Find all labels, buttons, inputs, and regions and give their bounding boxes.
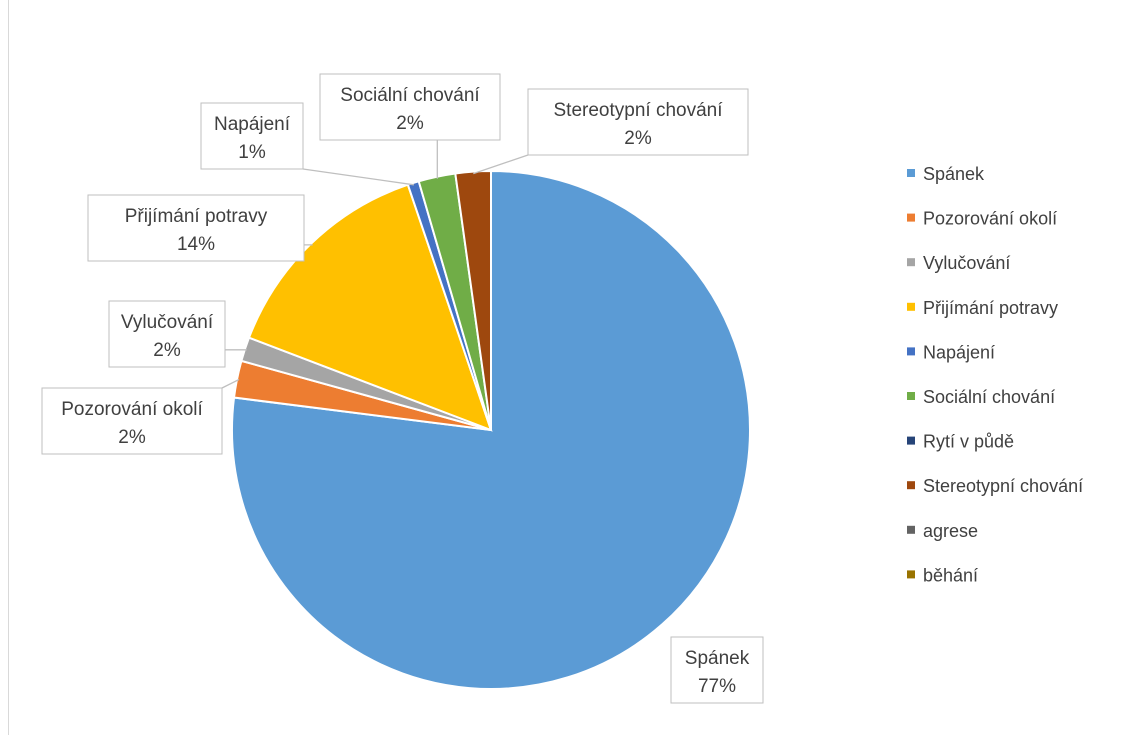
legend-label: Spánek: [923, 164, 985, 184]
legend-label: Přijímání potravy: [923, 298, 1058, 318]
legend-swatch: [907, 526, 915, 534]
legend-item-pozorovani-okoli: Pozorování okolí: [907, 209, 1057, 229]
data-label-category: Přijímání potravy: [125, 206, 268, 227]
legend-label: Pozorování okolí: [923, 209, 1057, 229]
legend-item-agrese: agrese: [907, 521, 978, 541]
legend-swatch: [907, 258, 915, 266]
data-label-socialni-chovani: Sociální chování 2%: [320, 74, 500, 140]
legend-swatch: [907, 347, 915, 355]
pie-slices: [232, 171, 750, 689]
legend-label: běhání: [923, 565, 978, 585]
leader-line: [303, 169, 414, 185]
data-label-percent: 2%: [118, 427, 146, 448]
legend-label: Napájení: [923, 342, 995, 362]
legend-swatch: [907, 392, 915, 400]
data-label-category: Napájení: [214, 114, 291, 135]
data-label-stereotypni-chovani: Stereotypní chování 2%: [528, 89, 748, 155]
legend-item-behani: běhání: [907, 565, 978, 585]
legend-item-stereotypni-chovani: Stereotypní chování: [907, 476, 1083, 496]
data-label-napajeni: Napájení 1%: [201, 103, 303, 169]
legend-swatch: [907, 303, 915, 311]
legend-swatch: [907, 481, 915, 489]
data-label-pozorovani-okoli: Pozorování okolí 2%: [42, 388, 222, 454]
data-label-category: Spánek: [685, 648, 750, 669]
legend-label: Rytí v půdě: [923, 432, 1014, 452]
legend-item-napajeni: Napájení: [907, 342, 995, 362]
legend-item-prijimani-potravy: Přijímání potravy: [907, 298, 1058, 318]
data-label-spanek: Spánek 77%: [671, 637, 763, 703]
data-label-category: Sociální chování: [340, 85, 480, 106]
chart-border: [8, 0, 9, 735]
data-label-percent: 77%: [698, 676, 736, 697]
legend-label: agrese: [923, 521, 978, 541]
legend-swatch: [907, 570, 915, 578]
legend-item-vylucovani: Vylučování: [907, 253, 1010, 273]
data-label-category: Stereotypní chování: [554, 100, 724, 121]
legend-swatch: [907, 214, 915, 222]
data-label-percent: 1%: [238, 142, 266, 163]
data-label-percent: 2%: [624, 128, 652, 149]
data-label-percent: 14%: [177, 234, 215, 255]
data-label-category: Pozorování okolí: [61, 399, 203, 420]
data-label-category: Vylučování: [121, 312, 214, 333]
data-label-percent: 2%: [396, 113, 424, 134]
legend: Spánek Pozorování okolí Vylučování Přijímán…: [907, 164, 1083, 585]
legend-label: Sociální chování: [923, 387, 1055, 407]
legend-swatch: [907, 437, 915, 445]
data-label-prijimani-potravy: Přijímání potravy 14%: [88, 195, 304, 261]
legend-item-spanek: Spánek: [907, 164, 985, 184]
data-label-vylucovani: Vylučování 2%: [109, 301, 225, 367]
legend-swatch: [907, 169, 915, 177]
legend-label: Stereotypní chování: [923, 476, 1083, 496]
data-label-percent: 2%: [153, 340, 181, 361]
legend-label: Vylučování: [923, 253, 1010, 273]
legend-item-socialni-chovani: Sociální chování: [907, 387, 1055, 407]
legend-item-ryti-v-pude: Rytí v půdě: [907, 432, 1014, 452]
